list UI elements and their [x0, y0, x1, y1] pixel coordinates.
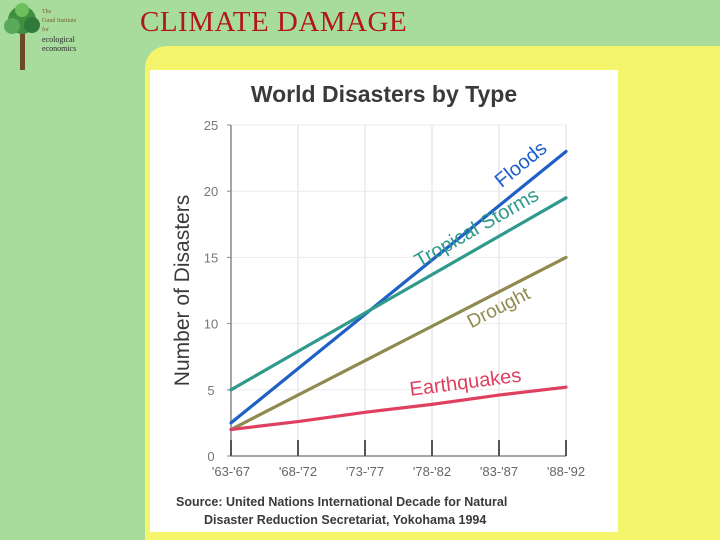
y-tick-label: 10	[204, 317, 218, 332]
series-line-drought	[229, 255, 568, 432]
chart-svg: World Disasters by Type 0 5 10 15 20 25 '63-'67…	[171, 81, 585, 479]
series-line-floods	[229, 149, 568, 425]
y-tick-label: 5	[207, 383, 214, 398]
institute-logo: The Gund Institute for ecological econom…	[0, 0, 110, 70]
source-line-1: Source: United Nations International Dec…	[176, 495, 508, 509]
x-tick-label: '73-'77	[346, 464, 384, 479]
y-axis-label: Number of Disasters	[171, 195, 194, 386]
slide-title: CLIMATE DAMAGE	[140, 6, 408, 38]
logo-line-5: economics	[42, 44, 77, 53]
logo-line-4: ecological	[42, 35, 75, 44]
x-tick-label: '63-'67	[212, 464, 250, 479]
tree-icon	[4, 3, 40, 70]
y-tick-label: 0	[207, 449, 214, 464]
source-line-2: Disaster Reduction Secretariat, Yokohama…	[204, 513, 487, 527]
logo-text: The Gund Institute for ecological econom…	[42, 8, 77, 53]
logo-line-3: for	[42, 27, 49, 33]
series-line-tropical-storms	[229, 196, 568, 392]
x-tick-label: '78-'82	[413, 464, 451, 479]
series-line-earthquakes	[229, 385, 568, 432]
y-tick-label: 25	[204, 118, 218, 133]
y-tick-label: 20	[204, 184, 218, 199]
x-tick-label: '83-'87	[480, 464, 518, 479]
series-label-floods: Floods	[491, 137, 551, 192]
logo-line-2: Gund Institute	[42, 18, 77, 24]
x-tick-label: '68-'72	[279, 464, 317, 479]
chart-container: World Disasters by Type 0 5 10 15 20 25 '63-'67…	[150, 70, 618, 532]
logo-line-1: The	[42, 9, 52, 15]
x-tick-label: '88-'92	[547, 464, 585, 479]
y-tick-label: 15	[204, 250, 218, 265]
chart-title: World Disasters by Type	[251, 81, 517, 107]
series-label-tropical-storms: Tropical Storms	[411, 184, 543, 272]
